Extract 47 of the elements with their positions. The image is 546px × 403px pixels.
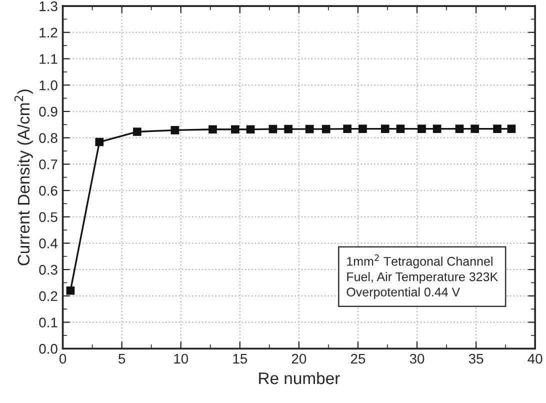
point: [95, 138, 104, 146]
x-tick-label: 5: [118, 354, 126, 364]
y-tick-label: 0.0: [39, 344, 58, 354]
y-tick-label: 0.2: [39, 291, 58, 302]
y-tick-label: 1.3: [40, 1, 58, 12]
y-tick-label: 0.8: [39, 133, 58, 143]
y-tick-label: 0.9: [39, 106, 58, 117]
y-axis-title: Current Density (A/cm$^{2}$): [14, 90, 33, 266]
point: [432, 124, 442, 134]
x-tick-label: 35: [468, 354, 484, 364]
y-tick-label: 0.4: [39, 238, 58, 248]
point: [322, 124, 330, 134]
x-tick-label: 0: [59, 354, 66, 364]
point: [470, 124, 480, 134]
point: [208, 125, 217, 134]
y-tick-label: 1.0: [40, 80, 58, 90]
annotation: 1mm$^{2}$ Tetragonal Channel Fuel, Air Temperature 323K Overpotential 0.44 V: [346, 254, 498, 299]
x-tick-label: 20: [292, 354, 306, 364]
x-tick-label: 40: [528, 354, 542, 364]
x-tick-label: 25: [350, 354, 366, 364]
point: [305, 124, 314, 134]
point: [507, 124, 516, 134]
x-tick-label: 30: [410, 354, 424, 364]
point: [170, 126, 180, 134]
y-tick-label: 0.5: [39, 212, 58, 222]
point: [418, 124, 426, 134]
point: [133, 128, 142, 136]
point: [284, 124, 292, 134]
point: [343, 124, 352, 134]
point: [66, 286, 75, 295]
point: [455, 124, 464, 134]
point: [380, 124, 390, 134]
x-tick-label: 15: [233, 354, 248, 364]
y-tick-label: 0.3: [39, 264, 58, 275]
y-tick-label: 1.1: [40, 54, 58, 64]
y-tick-label: 0.1: [39, 318, 58, 328]
point: [358, 124, 367, 134]
point: [493, 124, 502, 134]
x-axis-title: Re number: [259, 372, 340, 384]
y-tick-label: 0.7: [39, 159, 58, 170]
point: [246, 125, 255, 134]
point: [268, 124, 278, 134]
y-tick-label: 1.2: [40, 28, 58, 38]
y-tick-label: 0.6: [39, 186, 58, 196]
x-tick-label: 10: [174, 354, 188, 364]
point: [396, 124, 405, 134]
point: [231, 125, 240, 134]
